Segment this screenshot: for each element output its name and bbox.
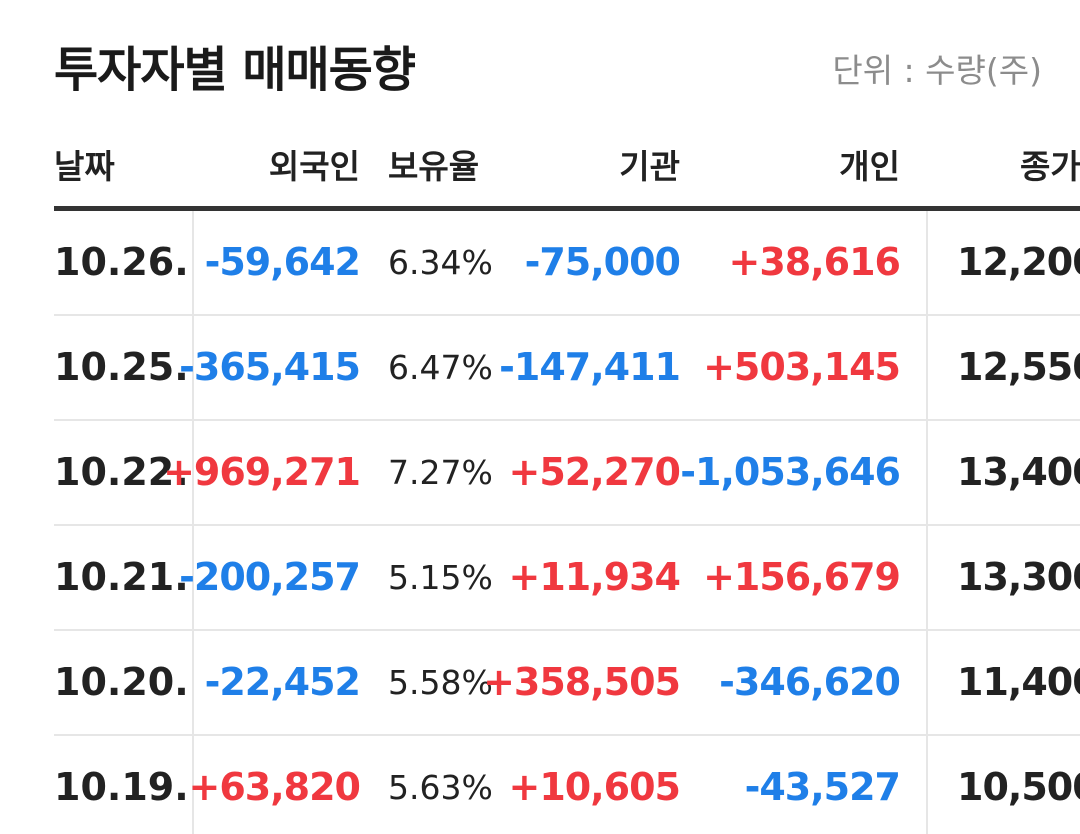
ratio-cell: 5.58%: [388, 663, 493, 702]
institution-cell: -147,411: [499, 345, 681, 389]
ratio-cell: 7.27%: [388, 453, 493, 492]
date-cell: 10.25.: [54, 345, 189, 389]
individual-cell: -1,053,646: [680, 450, 901, 494]
institution-cell: +358,505: [483, 660, 681, 704]
ratio-cell: 5.15%: [388, 558, 493, 597]
date-cell: 10.20.: [54, 660, 189, 704]
close-cell: 13,400: [957, 450, 1080, 494]
table-row: 10.22. +969,271 7.27% +52,270 -1,053,646…: [54, 421, 1080, 526]
close-cell: 12,200: [957, 240, 1080, 284]
individual-cell: -346,620: [719, 660, 901, 704]
close-cell: 12,550: [957, 345, 1080, 389]
date-cell: 10.22.: [54, 450, 189, 494]
header-institution: 기관: [619, 147, 680, 186]
close-cell: 10,500: [957, 765, 1080, 809]
institution-cell: +11,934: [508, 555, 681, 599]
foreign-cell: -365,415: [179, 345, 361, 389]
header-divider: [54, 206, 1080, 211]
institution-cell: +52,270: [508, 450, 681, 494]
date-cell: 10.19.: [54, 765, 189, 809]
foreign-cell: -200,257: [179, 555, 361, 599]
foreign-cell: +969,271: [163, 450, 361, 494]
ratio-cell: 6.47%: [388, 348, 493, 387]
foreign-cell: -22,452: [204, 660, 361, 704]
individual-cell: +156,679: [703, 555, 901, 599]
date-cell: 10.21.: [54, 555, 189, 599]
header-individual: 개인: [839, 147, 900, 186]
column-divider-close: [926, 211, 928, 834]
table-header: 날짜 외국인 보유율 기관 개인 종가: [54, 130, 1080, 206]
ratio-cell: 6.34%: [388, 243, 493, 282]
table-row: 10.26. -59,642 6.34% -75,000 +38,616 12,…: [54, 211, 1080, 316]
table-row: 10.20. -22,452 5.58% +358,505 -346,620 1…: [54, 631, 1080, 736]
date-cell: 10.26.: [54, 240, 189, 284]
individual-cell: +38,616: [728, 240, 901, 284]
institution-cell: +10,605: [508, 765, 681, 809]
table-row: 10.19. +63,820 5.63% +10,605 -43,527 10,…: [54, 736, 1080, 834]
close-cell: 11,400: [957, 660, 1080, 704]
table-row: 10.21. -200,257 5.15% +11,934 +156,679 1…: [54, 526, 1080, 631]
page-title: 투자자별 매매동향: [54, 42, 416, 98]
ratio-cell: 5.63%: [388, 768, 493, 807]
header-date: 날짜: [54, 147, 115, 186]
header-foreign: 외국인: [268, 147, 360, 186]
header-close: 종가: [1020, 147, 1080, 186]
individual-cell: -43,527: [744, 765, 901, 809]
table-row: 10.25. -365,415 6.47% -147,411 +503,145 …: [54, 316, 1080, 421]
foreign-cell: +63,820: [188, 765, 361, 809]
institution-cell: -75,000: [524, 240, 681, 284]
individual-cell: +503,145: [703, 345, 901, 389]
header-ratio: 보유율: [388, 147, 480, 186]
table-body: 10.26. -59,642 6.34% -75,000 +38,616 12,…: [54, 211, 1080, 834]
column-divider-date: [192, 211, 194, 834]
close-cell: 13,300: [957, 555, 1080, 599]
foreign-cell: -59,642: [204, 240, 361, 284]
unit-label: 단위 : 수량(주): [832, 51, 1042, 90]
